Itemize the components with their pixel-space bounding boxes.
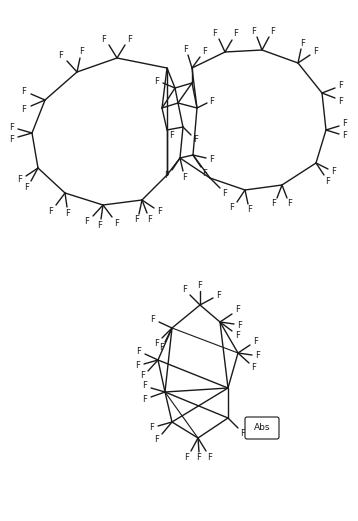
- Text: F: F: [213, 29, 217, 38]
- Text: F: F: [252, 364, 256, 373]
- Text: F: F: [160, 343, 164, 353]
- Text: F: F: [271, 27, 275, 35]
- Text: F: F: [194, 135, 198, 144]
- Text: F: F: [66, 208, 71, 217]
- Text: F: F: [165, 171, 169, 180]
- Text: F: F: [203, 168, 207, 178]
- Text: F: F: [236, 305, 241, 315]
- Text: F: F: [248, 205, 252, 215]
- Text: F: F: [339, 81, 343, 90]
- Text: F: F: [21, 86, 26, 95]
- Text: F: F: [223, 190, 227, 199]
- Text: F: F: [183, 172, 188, 181]
- Text: F: F: [209, 155, 214, 165]
- Text: F: F: [155, 77, 159, 85]
- Text: F: F: [229, 204, 234, 213]
- Text: F: F: [102, 34, 106, 43]
- Text: F: F: [185, 453, 189, 462]
- Text: F: F: [147, 215, 153, 224]
- Text: F: F: [141, 371, 145, 380]
- Text: F: F: [155, 339, 159, 348]
- Text: F: F: [150, 424, 154, 432]
- Text: F: F: [170, 130, 174, 140]
- Text: F: F: [142, 381, 147, 391]
- Text: F: F: [272, 200, 276, 208]
- Text: F: F: [301, 39, 305, 47]
- Text: F: F: [10, 122, 14, 131]
- Text: F: F: [238, 320, 242, 329]
- Text: F: F: [209, 96, 214, 105]
- Text: F: F: [325, 177, 330, 185]
- Text: F: F: [49, 206, 53, 216]
- Text: F: F: [339, 96, 343, 105]
- Text: F: F: [252, 27, 256, 35]
- Text: F: F: [208, 453, 212, 462]
- Text: F: F: [115, 218, 120, 228]
- Text: F: F: [98, 220, 102, 229]
- Text: F: F: [21, 105, 26, 114]
- Text: F: F: [136, 362, 140, 370]
- Text: F: F: [18, 176, 23, 184]
- Text: F: F: [253, 337, 258, 345]
- Text: F: F: [158, 207, 163, 217]
- Text: F: F: [151, 315, 155, 324]
- Text: F: F: [198, 280, 202, 290]
- Text: F: F: [135, 216, 139, 225]
- Text: F: F: [241, 428, 246, 438]
- FancyBboxPatch shape: [245, 417, 279, 439]
- Text: F: F: [256, 352, 260, 361]
- Text: Abs: Abs: [254, 424, 270, 432]
- Text: F: F: [127, 34, 132, 43]
- Text: F: F: [136, 346, 141, 355]
- Text: F: F: [155, 436, 159, 444]
- Text: F: F: [184, 44, 188, 54]
- Text: F: F: [79, 47, 84, 56]
- Text: F: F: [233, 30, 238, 39]
- Text: F: F: [183, 286, 188, 294]
- Text: F: F: [236, 330, 241, 340]
- Text: F: F: [10, 134, 14, 143]
- Text: F: F: [343, 119, 347, 129]
- Text: F: F: [142, 394, 147, 403]
- Text: F: F: [217, 291, 222, 300]
- Text: F: F: [332, 167, 337, 177]
- Text: F: F: [343, 131, 347, 141]
- Text: F: F: [314, 46, 318, 56]
- Text: F: F: [59, 51, 63, 59]
- Text: F: F: [25, 182, 29, 192]
- Text: F: F: [203, 47, 207, 56]
- Text: F: F: [84, 217, 90, 227]
- Text: F: F: [197, 453, 202, 463]
- Text: F: F: [287, 200, 292, 208]
